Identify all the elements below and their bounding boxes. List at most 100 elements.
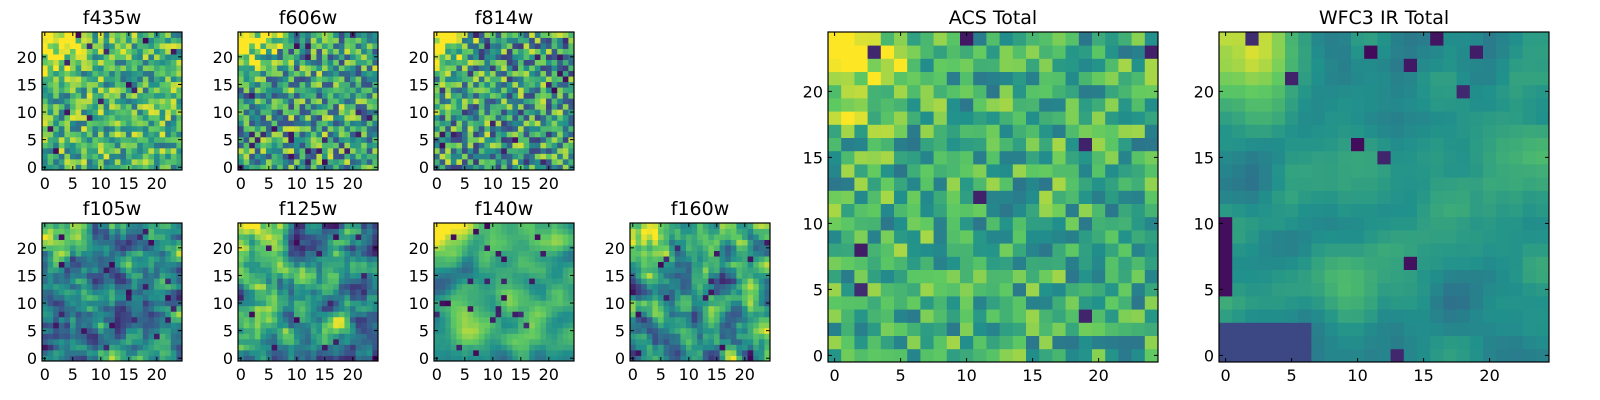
heatmap-cell	[277, 164, 284, 171]
heatmap-cell	[1092, 177, 1106, 191]
heatmap-cell	[630, 316, 636, 323]
heatmap-cell	[920, 216, 934, 231]
heatmap-cell	[986, 203, 1000, 218]
heatmap-cell	[568, 37, 575, 44]
heatmap-cell	[523, 48, 530, 55]
heatmap-cell	[344, 54, 351, 60]
heatmap-cell	[238, 333, 244, 340]
heatmap-cell	[658, 250, 664, 257]
heatmap-cell	[506, 305, 513, 312]
heatmap-cell	[126, 153, 132, 160]
heatmap-cell	[747, 338, 754, 345]
heatmap-cell	[478, 70, 485, 77]
heatmap-cell	[238, 283, 244, 290]
heatmap-cell	[529, 305, 536, 312]
heatmap-cell	[58, 59, 65, 66]
heatmap-cell	[540, 81, 547, 88]
heatmap-cell	[254, 228, 261, 235]
heatmap-cell	[568, 239, 575, 246]
heatmap-cell	[523, 272, 530, 279]
heatmap-cell	[557, 164, 564, 171]
heatmap-cell	[562, 103, 569, 110]
heatmap-cell	[725, 256, 732, 263]
heatmap-cell	[366, 355, 373, 362]
heatmap-cell	[501, 289, 508, 296]
heatmap-cell	[282, 322, 289, 329]
heatmap-cell	[58, 228, 65, 235]
heatmap-cell	[854, 150, 868, 165]
heatmap-cell	[316, 289, 323, 296]
heatmap-cell	[518, 234, 524, 240]
heatmap-cell	[294, 316, 300, 323]
heatmap-cell	[277, 131, 284, 138]
heatmap-cell	[658, 228, 664, 235]
heatmap-cell	[736, 278, 743, 285]
heatmap-cell	[674, 278, 681, 285]
heatmap-cell	[92, 300, 99, 307]
heatmap-cell	[249, 344, 256, 351]
heatmap-cell	[350, 272, 356, 279]
heatmap-cell	[546, 327, 552, 334]
heatmap-cell	[327, 338, 334, 345]
heatmap-cell	[333, 333, 340, 340]
heatmap-cell	[1105, 216, 1119, 231]
heatmap-cell	[540, 239, 547, 246]
heatmap-cell	[238, 322, 244, 329]
heatmap-cell	[131, 223, 138, 229]
heatmap-cell	[506, 327, 513, 334]
heatmap-cell	[260, 59, 267, 66]
heatmap-cell	[635, 223, 642, 229]
heatmap-cell	[310, 289, 317, 296]
heatmap-cell	[176, 234, 183, 240]
heatmap-cell	[355, 81, 362, 88]
heatmap-cell	[305, 48, 312, 55]
heatmap-cell	[266, 158, 272, 165]
heatmap-cell	[266, 59, 272, 66]
heatmap-cell	[478, 349, 485, 356]
heatmap-cell	[736, 327, 743, 334]
heatmap-cell	[456, 278, 463, 285]
heatmap-cell	[75, 239, 82, 246]
heatmap-cell	[546, 316, 552, 323]
heatmap-cell	[747, 223, 754, 229]
heatmap-cell	[165, 322, 172, 329]
heatmap-cell	[53, 120, 60, 127]
heatmap-cell	[562, 294, 569, 301]
heatmap-cell	[450, 300, 457, 307]
heatmap-cell	[894, 348, 908, 363]
heatmap-cell	[271, 87, 278, 94]
heatmap-cell	[1026, 296, 1040, 310]
heatmap-cell	[518, 59, 524, 66]
heatmap-cell	[366, 311, 373, 318]
heatmap-cell	[327, 228, 334, 235]
heatmap-cell	[277, 338, 284, 345]
heatmap-cell	[551, 120, 558, 127]
heatmap-cell	[518, 305, 524, 312]
heatmap-cell	[114, 294, 121, 301]
heatmap-cell	[58, 120, 65, 127]
heatmap-cell	[327, 305, 334, 312]
heatmap-cell	[1118, 216, 1132, 231]
heatmap-cell	[557, 158, 564, 165]
heatmap-cell	[551, 261, 558, 268]
heatmap-cell	[518, 344, 524, 351]
heatmap-cell	[658, 267, 664, 274]
heatmap-cell	[551, 272, 558, 279]
heatmap-cell	[462, 76, 468, 83]
heatmap-cell	[1052, 243, 1066, 257]
heatmap-cell	[568, 223, 575, 229]
heatmap-cell	[148, 65, 155, 72]
heatmap-cell	[747, 256, 754, 263]
heatmap-cell	[299, 261, 306, 268]
heatmap-cell	[529, 136, 536, 143]
heatmap-cell	[635, 316, 642, 323]
heatmap-cell	[1105, 335, 1119, 350]
heatmap-cell	[445, 300, 452, 307]
heatmap-cell	[540, 327, 547, 334]
heatmap-cell	[361, 81, 368, 88]
heatmap-cell	[103, 48, 110, 55]
heatmap-cell	[456, 245, 463, 251]
heatmap-cell	[828, 256, 842, 270]
heatmap-cell	[686, 311, 692, 318]
heatmap-cell	[165, 294, 172, 301]
